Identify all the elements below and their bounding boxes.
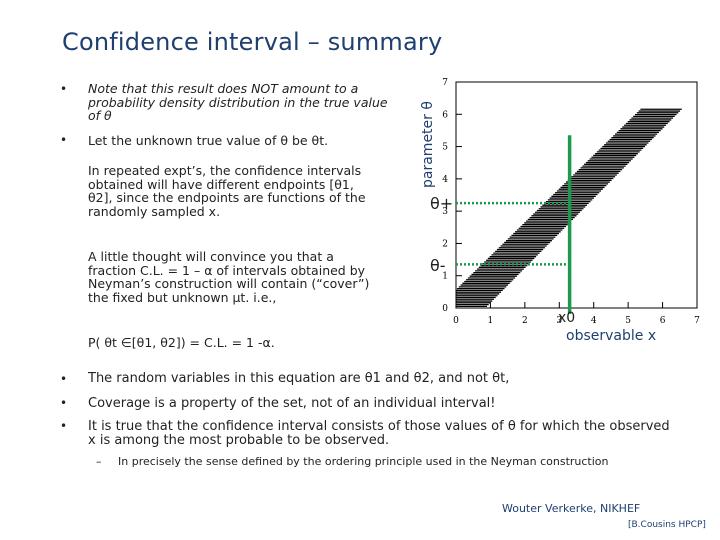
bullet-dot: • (60, 419, 68, 433)
bullet-dot: • (60, 82, 68, 96)
y-tick-label: 2 (442, 239, 448, 249)
y-tick-label: 5 (442, 143, 448, 153)
x-tick-label: 5 (625, 316, 631, 326)
bullet-dot: • (60, 133, 68, 147)
y-tick-label: 6 (442, 110, 448, 120)
y-tick-label: 1 (442, 272, 448, 282)
bullet-interval-values: It is true that the confidence interval … (88, 419, 670, 448)
x-tick-label: 3 (556, 316, 562, 326)
theta-plus-text: θ+ (430, 194, 454, 213)
confidence-belt (456, 108, 682, 308)
neyman-chart: 0 1 2 3 4 5 6 7 0 1 2 3 4 5 6 7 (442, 78, 700, 326)
y-tick-label: 7 (442, 78, 448, 88)
x-ticks: 0 1 2 3 4 5 6 7 (453, 302, 700, 326)
plot-frame (455, 81, 698, 309)
x0-label: x0 (558, 310, 576, 326)
bullet-true-value: Let the unknown true value of θ be θt. (88, 133, 329, 148)
x-tick-label: 1 (488, 316, 494, 326)
sub-bullet-dash: – (96, 455, 102, 468)
page-title: Confidence interval – summary (62, 28, 443, 56)
footer-reference: [B.Cousins HPCP] (628, 520, 706, 530)
bullet-coverage-property: Coverage is a property of the set, not o… (88, 396, 496, 411)
x-axis-label: observable x (566, 328, 657, 344)
x-tick-label: 4 (591, 316, 597, 326)
y-tick-label: 4 (442, 175, 448, 185)
theta-minus-text: θ- (430, 256, 446, 275)
x-tick-label: 2 (522, 316, 528, 326)
theta-plus-label: θ+ (430, 194, 453, 213)
sub-bullet-ordering: In precisely the sense defined by the or… (118, 455, 609, 468)
theta-minus-label: θ- (430, 256, 446, 275)
footer-author: Wouter Verkerke, NIKHEF (502, 502, 641, 515)
paragraph-coverage: A little thought will convince you that … (88, 249, 370, 305)
bullet-dot: • (60, 396, 68, 410)
bullet-note: Note that this result does NOT amount to… (88, 81, 388, 123)
x-tick-label: 0 (453, 316, 459, 326)
x-tick-label: 6 (660, 316, 666, 326)
paragraph-repeated-expts: In repeated expt’s, the confidence inter… (88, 163, 366, 219)
bullet-random-variables: The random variables in this equation ar… (88, 371, 510, 386)
x-tick-label: 7 (694, 316, 700, 326)
formula: P( θt ∈[θ1, θ2]) = C.L. = 1 -α. (88, 335, 275, 350)
bullet-dot: • (60, 372, 68, 386)
y-ticks: 0 1 2 3 4 5 6 7 (442, 78, 462, 314)
y-tick-label: 3 (442, 207, 448, 217)
y-tick-label: 0 (442, 304, 448, 314)
